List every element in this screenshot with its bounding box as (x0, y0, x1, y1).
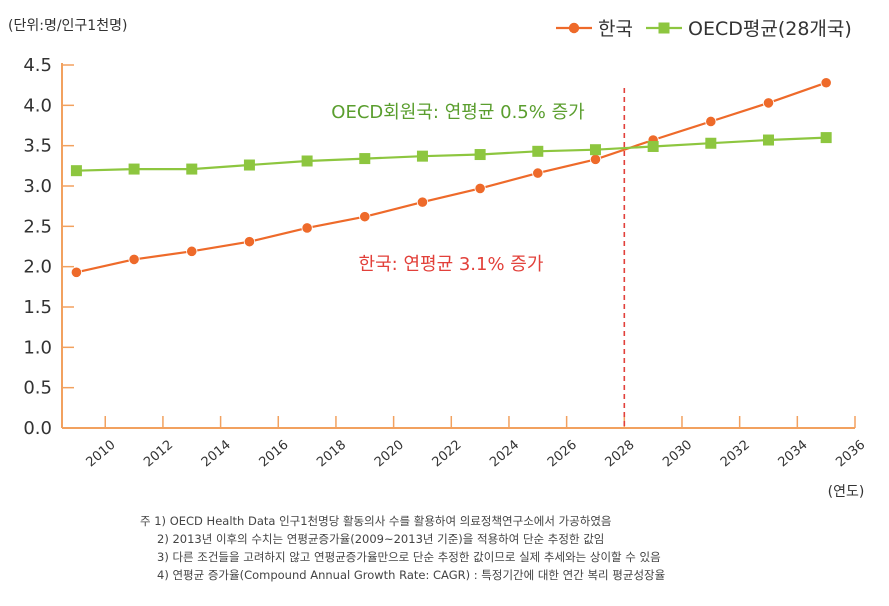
footnotes: 주 1) OECD Health Data 인구1천명당 활동의사 수를 활용하… (140, 512, 665, 584)
data-point (70, 266, 83, 278)
x-tick-label: 2026 (545, 438, 580, 471)
data-point (762, 134, 774, 146)
x-tick-label: 2012 (141, 438, 176, 471)
data-point (416, 150, 428, 162)
data-point (474, 182, 486, 195)
data-point (186, 163, 198, 175)
data-point (589, 153, 602, 165)
data-point (70, 165, 82, 177)
x-tick-label: 2018 (314, 438, 349, 471)
y-tick-label: 4.5 (23, 55, 52, 76)
data-point (301, 222, 313, 234)
y-tick-label: 0.5 (23, 378, 52, 399)
data-point (647, 140, 659, 152)
data-point (128, 163, 140, 175)
y-tick-label: 3.0 (23, 176, 52, 197)
y-tick-label: 0.0 (23, 418, 52, 439)
chart: (단위:명/인구1천명) 0.0 0.5 1.0 1.5 2.0 2.5 3.0 3.5 4.0… (8, 18, 868, 500)
data-point (128, 253, 140, 266)
x-tick-label: 2010 (84, 438, 119, 471)
data-point (416, 196, 429, 208)
x-tick-label: 2028 (603, 438, 638, 471)
footnote-1: 주 1) OECD Health Data 인구1천명당 활동의사 수를 활용하… (140, 514, 612, 528)
data-point (820, 132, 832, 144)
x-tick-label: 2024 (487, 438, 522, 471)
data-point (474, 149, 486, 161)
footnote-2: 2) 2013년 이후의 수치는 연평균증가율(2009~2013년 기준)을 … (157, 532, 605, 546)
x-tick-label: 2016 (257, 438, 292, 471)
y-tick-label: 4.0 (23, 95, 52, 116)
y-tick-label: 2.5 (23, 216, 52, 237)
data-point (359, 211, 371, 223)
y-tick-label: 1.0 (23, 337, 52, 358)
data-point (359, 153, 371, 165)
data-point (243, 236, 256, 248)
x-tick-label: 2022 (430, 438, 465, 471)
series-line-2 (76, 136, 827, 172)
x-unit-label: (연도) (828, 484, 865, 500)
legend: 한국 OECD평균(28개국) (556, 18, 852, 40)
y-tick-label: 2.0 (23, 257, 52, 278)
y-tick-label: 1.5 (23, 297, 52, 318)
legend-marker (658, 22, 670, 34)
data-point (820, 77, 832, 89)
data-point (705, 115, 717, 128)
data-point (532, 167, 544, 179)
legend-label: OECD평균(28개국) (688, 18, 852, 40)
x-tick-label: 2030 (660, 438, 695, 471)
annotation-1: OECD회원국: 연평균 0.5% 증가 (331, 102, 584, 123)
data-point (589, 144, 601, 156)
data-point (762, 97, 775, 109)
series-line-1 (76, 81, 827, 274)
x-tick-label: 2036 (833, 438, 868, 471)
data-point (705, 137, 717, 149)
x-tick-label: 2032 (718, 438, 753, 471)
x-tick-label: 2034 (776, 438, 811, 471)
data-point (532, 145, 544, 157)
x-tick-label: 2020 (372, 438, 407, 471)
legend-marker (568, 22, 580, 34)
footnote-4: 4) 연평균 증가율(Compound Annual Growth Rate: … (157, 568, 666, 582)
x-tick-label: 2014 (199, 438, 234, 471)
data-point (243, 159, 255, 171)
unit-label: (단위:명/인구1천명) (8, 18, 127, 34)
legend-label: 한국 (598, 18, 633, 40)
y-tick-label: 3.5 (23, 136, 52, 157)
annotation-2: 한국: 연평균 3.1% 증가 (359, 254, 544, 275)
data-point (186, 245, 198, 257)
data-point (301, 155, 313, 167)
footnote-3: 3) 다른 조건들을 고려하지 않고 연평균증가율만으로 단순 추정한 값이므로… (157, 550, 661, 564)
